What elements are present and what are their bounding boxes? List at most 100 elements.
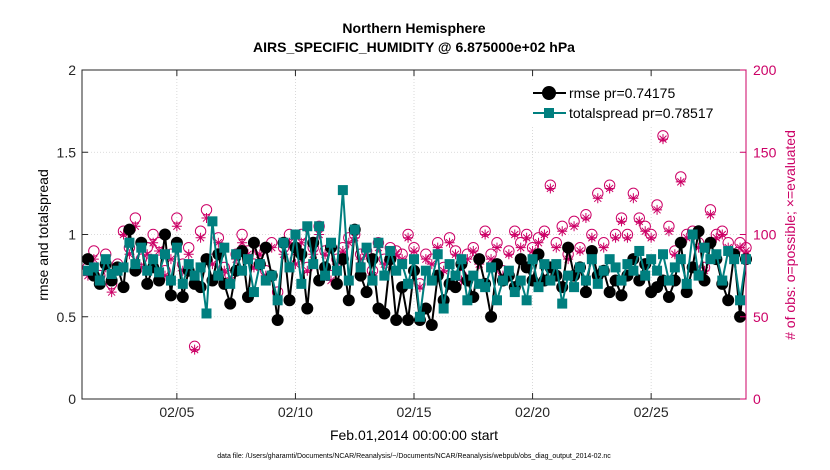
spread-marker	[509, 287, 520, 298]
obs-evaluated-marker	[290, 259, 301, 270]
spread-marker	[100, 254, 111, 265]
spread-marker	[426, 275, 437, 286]
spread-marker	[729, 254, 740, 265]
obs-evaluated-marker	[414, 282, 425, 293]
y-axis-label-left: rmse and totalspread	[35, 169, 51, 301]
spread-marker	[154, 267, 165, 278]
spread-marker	[94, 275, 105, 286]
spread-marker	[480, 282, 491, 293]
obs-evaluated-marker	[663, 226, 674, 237]
rmse-marker	[354, 269, 367, 282]
spread-marker	[260, 275, 271, 286]
spread-marker	[403, 278, 414, 289]
spread-marker	[213, 270, 224, 281]
spread-marker	[586, 254, 597, 265]
y-tick-label-right: 0	[753, 391, 761, 407]
rmse-marker	[153, 274, 166, 287]
obs-evaluated-marker	[154, 245, 165, 256]
obs-evaluated-marker	[326, 275, 336, 286]
obs-evaluated-marker	[610, 232, 621, 243]
spread-marker	[444, 259, 455, 270]
obs-evaluated-marker	[183, 249, 194, 260]
y-tick-label-left: 1	[68, 227, 76, 243]
spread-marker	[486, 262, 497, 273]
spread-marker	[308, 259, 319, 270]
obs-evaluated-marker	[533, 237, 544, 248]
obs-evaluated-marker	[563, 254, 574, 265]
obs-evaluated-marker	[711, 232, 722, 243]
axes: 02/05 02/10 02/15 02/20 02/25 0 0.5 1 1.5 2 0 50 100…	[57, 62, 777, 420]
spread-marker	[669, 262, 680, 273]
obs-evaluated-marker	[343, 237, 354, 248]
rmse-marker	[259, 241, 272, 254]
spread-marker	[634, 245, 645, 256]
spread-marker	[598, 265, 609, 276]
obs-evaluated-marker	[201, 213, 212, 224]
spread-marker	[563, 270, 574, 281]
rmse-marker	[615, 289, 628, 302]
spread-marker	[171, 242, 182, 253]
obs-evaluated-marker	[592, 193, 603, 204]
spread-marker	[497, 275, 508, 286]
obs-evaluated-marker	[438, 265, 449, 276]
obs-evaluated-marker	[148, 237, 159, 248]
spread-marker	[165, 275, 176, 286]
plot-area	[81, 69, 752, 400]
spread-marker	[551, 259, 562, 270]
rmse-marker	[141, 277, 154, 290]
y-tick-label-right: 100	[753, 227, 777, 243]
spread-marker	[557, 298, 568, 309]
spread-marker	[610, 262, 621, 273]
spread-marker	[243, 254, 253, 265]
obs-evaluated-marker	[492, 242, 502, 253]
obs-evaluated-marker	[355, 254, 366, 265]
spread-marker	[343, 275, 354, 286]
obs-evaluated-marker	[420, 254, 431, 265]
obs-evaluated-marker	[296, 237, 307, 248]
obs-evaluated-marker	[699, 265, 710, 276]
spread-marker	[112, 265, 123, 276]
y-tick-label-left: 0.5	[57, 309, 77, 325]
obs-evaluated-marker	[450, 249, 461, 260]
spread-marker	[124, 237, 135, 248]
obs-evaluated-marker	[515, 242, 526, 253]
spread-marker	[432, 249, 443, 260]
spread-marker	[367, 275, 378, 286]
obs-evaluated-marker	[165, 254, 176, 265]
spread-marker	[272, 295, 283, 306]
rmse-marker	[419, 302, 432, 315]
obs-evaluated-marker	[124, 249, 135, 260]
rmse-marker	[485, 310, 498, 323]
x-tick-label: 02/20	[515, 404, 550, 420]
rmse-marker	[336, 253, 349, 266]
legend-spread-label: totalspread pr=0.78517	[569, 105, 714, 121]
spread-marker	[254, 259, 265, 270]
chart-title: Northern Hemisphere	[342, 20, 485, 36]
rmse-marker	[330, 277, 343, 290]
spread-marker	[456, 254, 467, 265]
rmse-marker	[722, 294, 735, 307]
obs-evaluated-marker	[130, 221, 141, 232]
x-tick-label: 02/25	[634, 404, 669, 420]
obs-evaluated-marker	[213, 237, 224, 248]
footnote: data file: /Users/gharamti/Documents/NCA…	[217, 453, 611, 460]
obs-evaluated-marker	[634, 216, 645, 227]
obs-evaluated-marker	[509, 229, 520, 240]
spread-marker	[515, 275, 526, 286]
rmse-marker	[473, 253, 486, 266]
spread-marker	[527, 254, 538, 265]
y-tick-label-right: 50	[753, 309, 769, 325]
x-tick-label: 02/10	[278, 404, 313, 420]
obs-evaluated-marker	[616, 216, 627, 227]
spread-marker	[195, 262, 206, 273]
spread-marker	[717, 275, 728, 286]
obs-evaluated-marker	[521, 232, 532, 243]
obs-evaluated-marker	[681, 232, 692, 243]
obs-evaluated-marker	[426, 259, 437, 270]
legend-spread-marker	[544, 108, 554, 118]
spread-marker	[468, 270, 479, 281]
spread-marker	[88, 262, 99, 273]
rmse-marker	[425, 318, 438, 331]
spread-marker	[397, 259, 408, 270]
